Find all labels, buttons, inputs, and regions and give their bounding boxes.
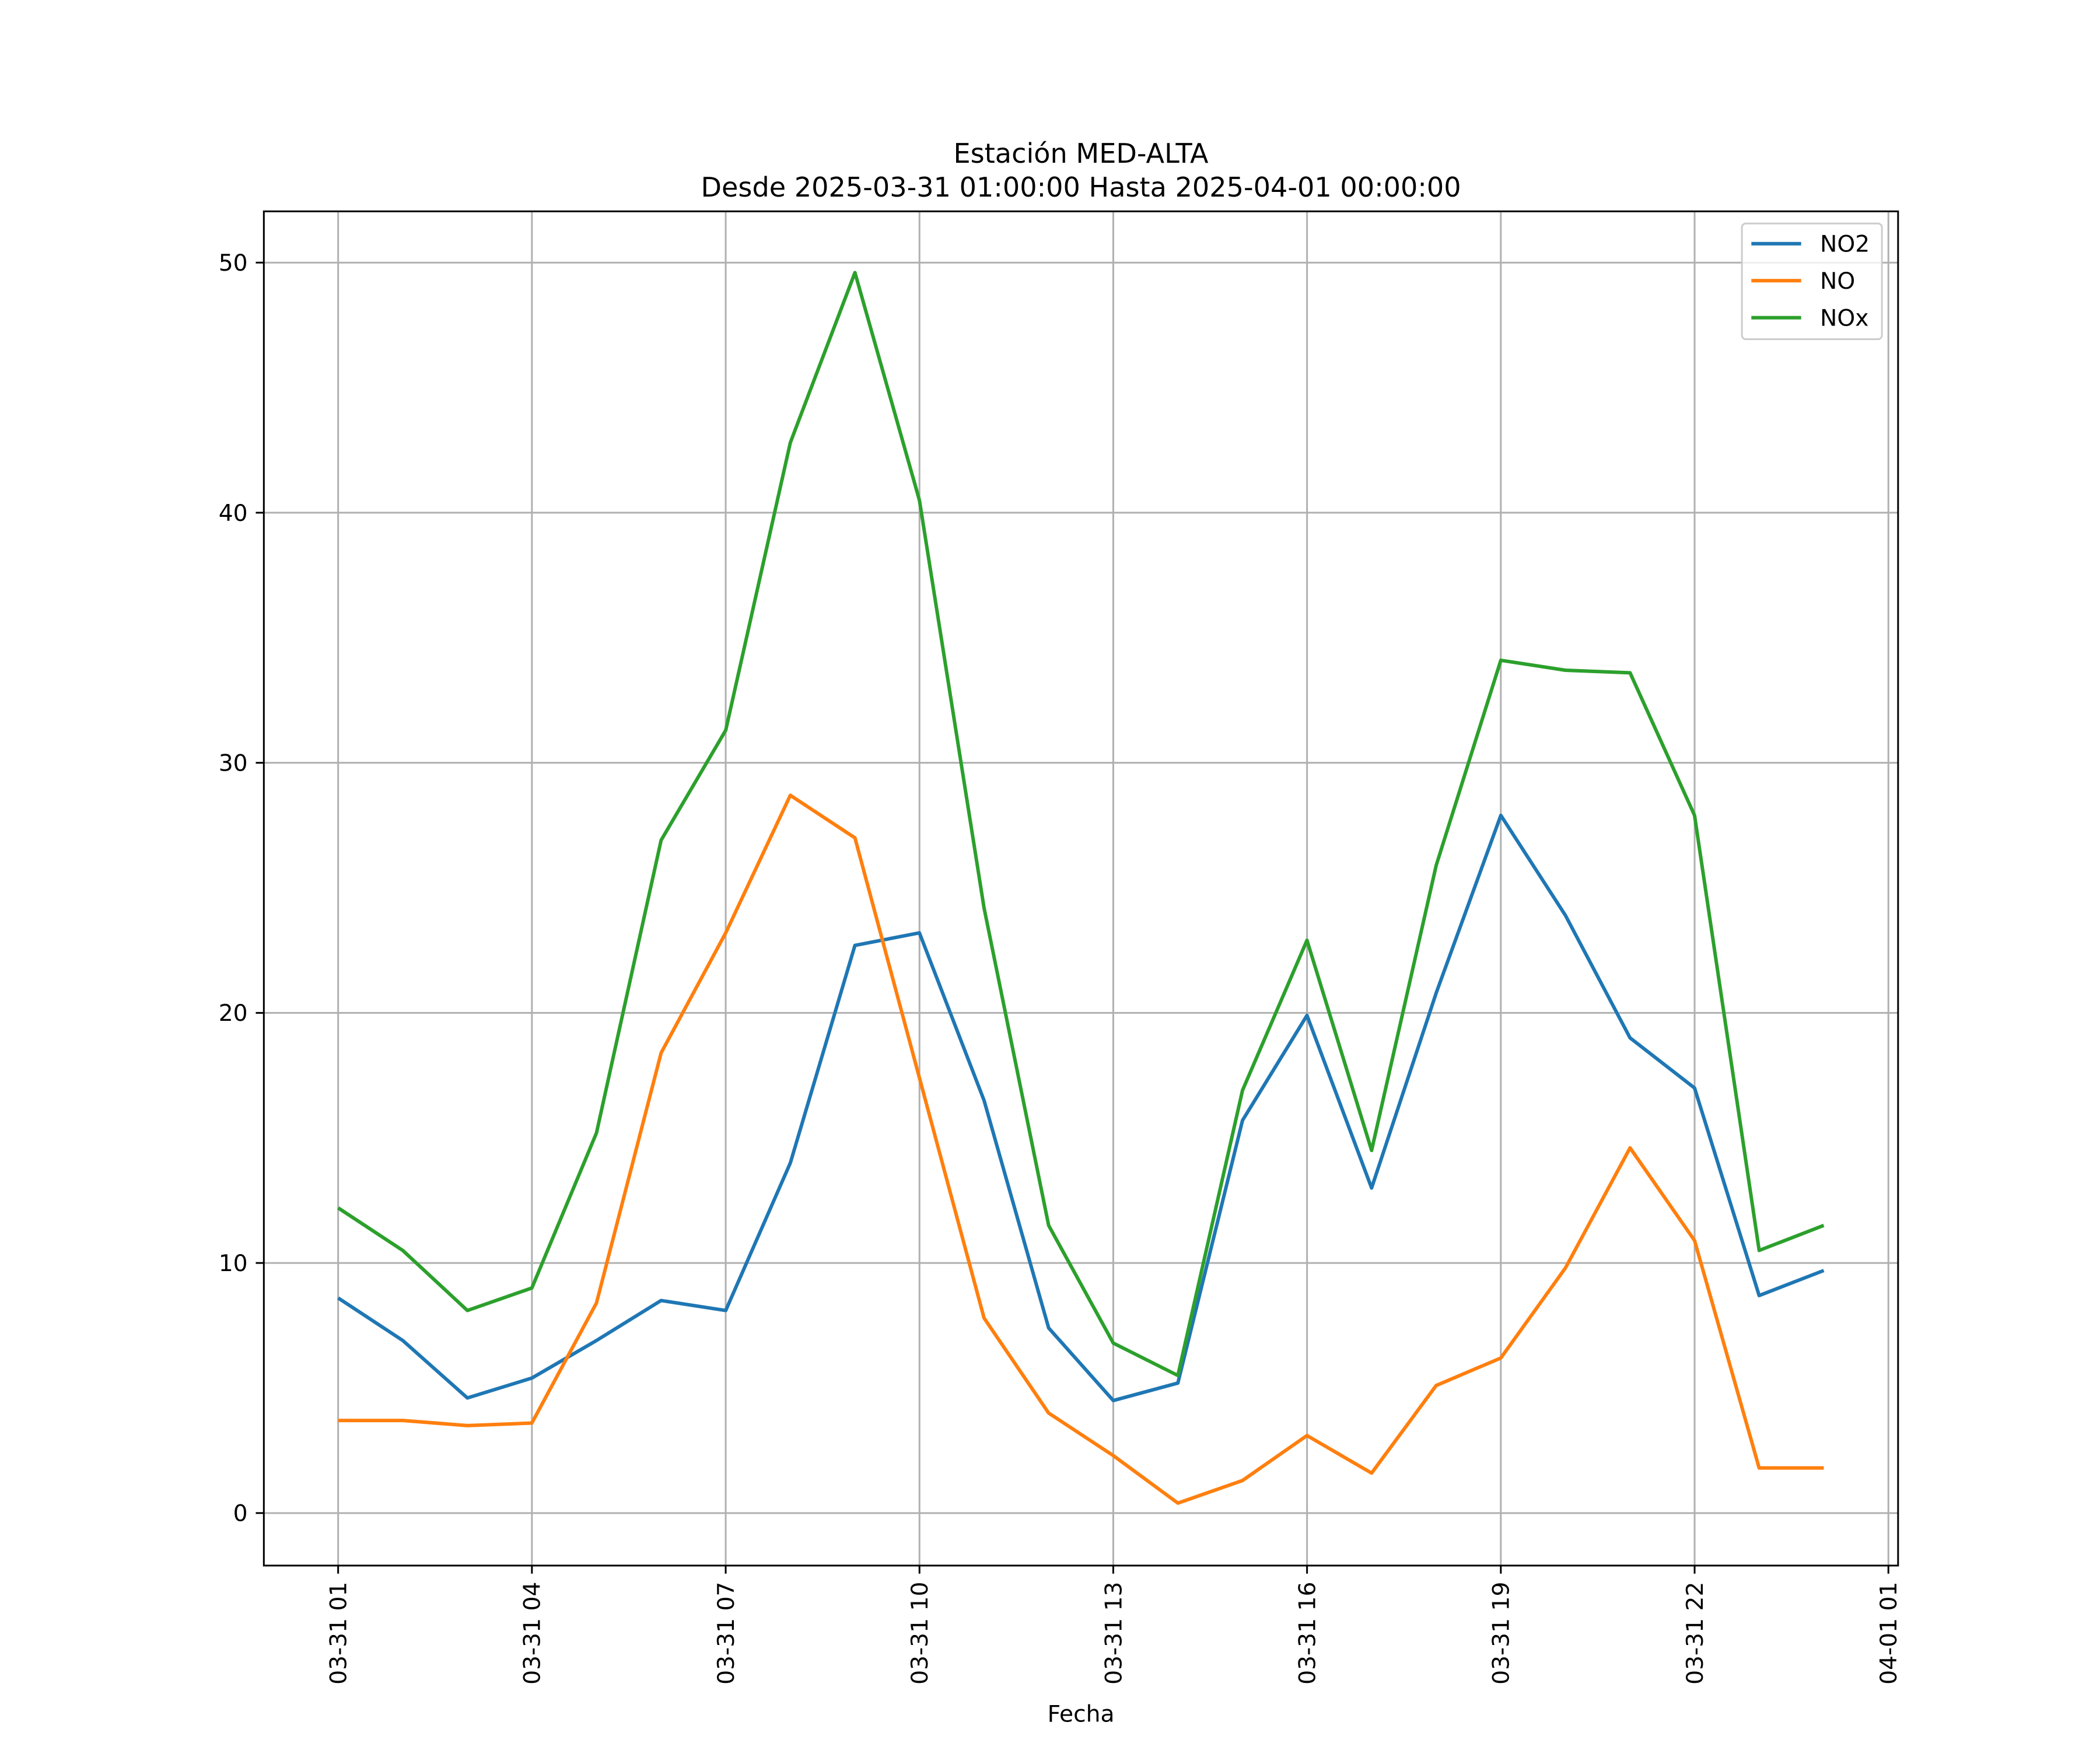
legend-label: NOx [1820,305,1868,331]
y-tick-label: 10 [219,1251,248,1277]
legend-label: NO2 [1820,232,1870,258]
plot-frame [262,210,1899,1567]
x-axis-label: Fecha [1048,1702,1115,1728]
x-tick-label: 03-31 07 [713,1582,740,1685]
x-tick-label: 03-31 22 [1682,1582,1709,1685]
x-tick-label: 03-31 10 [907,1582,933,1685]
chart-title: Estación MED-ALTA [954,138,1209,169]
x-tick-label: 03-31 13 [1101,1582,1127,1685]
line-series [337,271,1825,1377]
x-tick-label: 03-31 19 [1489,1582,1515,1685]
line-series [338,793,1824,1505]
chart-subtitle: Desde 2025-03-31 01:00:00 Hasta 2025-04-… [701,172,1461,203]
x-tick-label: 03-31 16 [1294,1582,1321,1685]
legend-box [1741,222,1883,341]
x-tick-label: 03-31 01 [326,1582,352,1685]
y-tick-label: 0 [233,1501,248,1527]
y-tick-label: 30 [219,750,248,776]
x-tick-label: 04-01 01 [1876,1582,1902,1685]
y-tick-label: 50 [219,250,248,276]
y-tick-label: 20 [219,1000,248,1027]
legend-label: NO [1820,268,1855,295]
x-tick-label: 03-31 04 [520,1582,546,1685]
line-series [337,813,1825,1402]
y-tick-label: 40 [219,501,248,527]
